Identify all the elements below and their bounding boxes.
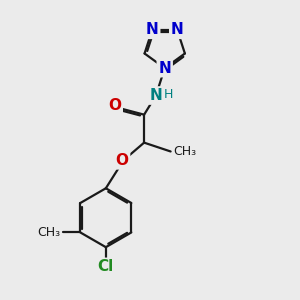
Text: N: N [149,88,162,103]
Text: O: O [108,98,121,113]
Text: N: N [158,61,171,76]
Text: H: H [164,88,173,101]
Text: N: N [146,22,159,37]
Text: O: O [116,153,128,168]
Text: N: N [171,22,184,37]
Text: CH₃: CH₃ [37,226,60,239]
Text: Cl: Cl [98,260,114,274]
Text: CH₃: CH₃ [173,145,196,158]
